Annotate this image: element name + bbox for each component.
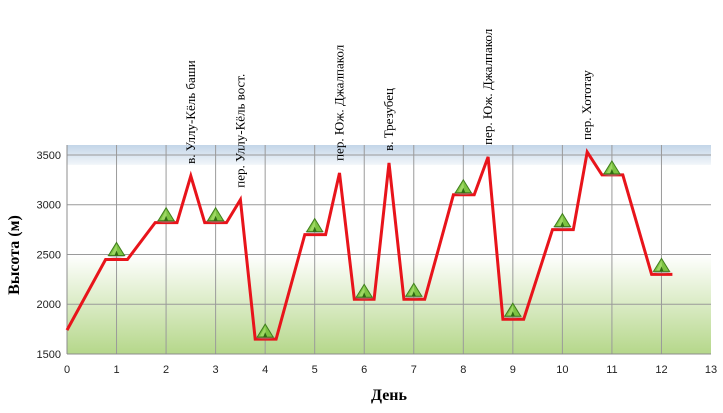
camp-tent-icon [503,302,522,319]
pass-annotation-label: пер. Юж. Джалпакол [332,44,347,161]
x-tick-label: 7 [411,364,417,376]
pass-annotation-label: пер. Хототау [579,70,594,140]
camp-tent-icon [602,159,621,177]
y-tick-label: 3000 [37,200,61,212]
x-axis-label: День [371,387,408,404]
x-tick-label: 8 [460,364,466,376]
camp-tent-icon [553,212,572,229]
camps-layer [107,159,671,340]
pass-annotation-label: в. Уллу-Кёль баши [183,60,198,164]
x-tick-label: 3 [213,364,219,376]
background-band-mid [67,164,711,255]
x-tick-label: 5 [312,364,318,376]
elevation-series-line [65,147,673,341]
camp-tent-icon [305,217,324,234]
camp-tent-icon [157,206,176,223]
annotations-layer: в. Уллу-Кёль баши пер. Уллу-Кёль вост. пер… [183,28,594,187]
x-tick-label: 10 [556,364,568,376]
camp-tent-icon [107,241,126,258]
x-axis-ticks: 0 1 2 3 4 5 6 7 8 9 10 11 12 13 [64,364,717,376]
y-axis-ticks: 1500 2000 2500 3000 3500 [37,150,61,361]
x-tick-label: 13 [705,364,717,376]
x-tick-label: 0 [64,364,70,376]
grid-lines [66,145,711,355]
x-tick-label: 6 [361,364,367,376]
series-layer [65,147,673,341]
camp-tent-icon [652,257,671,274]
x-tick-label: 9 [510,364,516,376]
x-tick-label: 11 [606,364,617,376]
x-tick-label: 2 [163,364,169,376]
x-tick-label: 12 [655,364,667,376]
y-tick-label: 1500 [37,349,61,361]
camp-tent-icon [256,323,275,340]
x-tick-label: 1 [113,364,119,376]
camp-tent-icon [206,206,225,223]
pass-annotation-label: пер. Юж. Джалпакол [480,28,495,145]
y-tick-label: 3500 [37,150,61,162]
camp-tent-icon [454,178,473,195]
camp-tent-icon [404,282,423,299]
y-tick-label: 2000 [37,299,61,311]
x-tick-label: 4 [262,364,268,376]
camp-tent-icon [355,283,374,300]
y-axis-label: Высота (м) [6,215,23,295]
pass-annotation-label: пер. Уллу-Кёль вост. [232,74,247,188]
pass-annotation-label: в. Трезубец [381,88,396,151]
y-tick-label: 2500 [37,249,61,261]
